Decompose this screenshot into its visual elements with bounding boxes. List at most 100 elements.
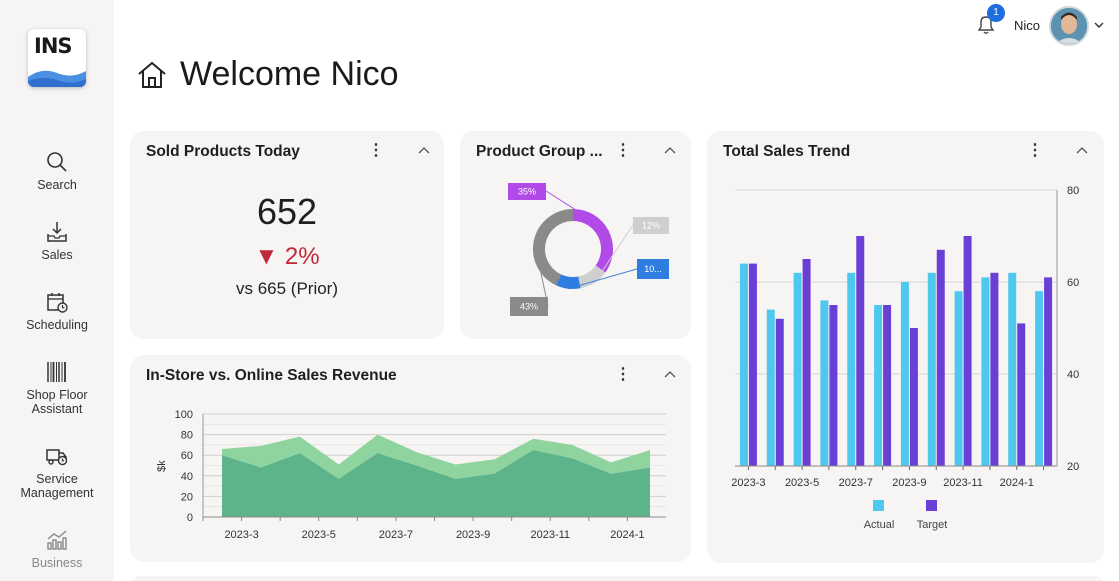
bar-actual[interactable] (847, 272, 856, 466)
page-title: Welcome Nico (180, 55, 399, 93)
bar-target[interactable] (748, 263, 757, 466)
bar-target[interactable] (1017, 323, 1026, 466)
more-options-icon[interactable]: ⋮ (1027, 142, 1043, 159)
home-icon (138, 61, 166, 88)
app-logo[interactable]: INS (28, 29, 86, 87)
bar-target[interactable] (963, 236, 972, 466)
sidebar: INS Search Sales Scheduling (0, 0, 114, 581)
sidebar-item-label: Scheduling (26, 318, 88, 332)
sidebar-item-business[interactable]: Business (0, 528, 114, 570)
y-tick-label: 40 (181, 471, 193, 483)
truck-clock-icon (46, 449, 68, 466)
sidebar-item-label: Shop Floor Assistant (26, 388, 88, 416)
sidebar-item-label: Sales (41, 248, 73, 262)
card-title: Sold Products Today (146, 143, 300, 160)
x-tick-label: 2024-1 (1000, 477, 1034, 489)
total-sales-trend-card: Total Sales Trend ⋮ 20 40 60 80 2023-3 2023-5… (707, 131, 1104, 563)
card-title: In-Store vs. Online Sales Revenue (146, 367, 397, 384)
sidebar-item-sales[interactable]: Sales (0, 220, 114, 262)
bar-target[interactable] (856, 236, 865, 466)
bar-target[interactable] (775, 318, 784, 466)
leader-line (533, 240, 549, 307)
sidebar-item-search[interactable]: Search (0, 150, 114, 192)
more-options-icon[interactable]: ⋮ (368, 142, 384, 159)
sidebar-item-scheduling[interactable]: Scheduling (0, 290, 114, 332)
sidebar-item-label: Business (31, 556, 83, 570)
product-group-card: Product Group ... ⋮ 35% 12% 10... 43% (460, 131, 691, 339)
chevron-up-icon[interactable] (417, 144, 431, 158)
area-series-upper[interactable] (222, 434, 650, 479)
chevron-down-icon[interactable] (1093, 19, 1105, 31)
legend-swatch (926, 500, 937, 511)
donut-slice[interactable] (572, 209, 613, 273)
search-icon (47, 152, 67, 172)
bar-actual[interactable] (900, 282, 909, 466)
bar-target[interactable] (829, 305, 838, 466)
x-tick-label: 2023-9 (892, 477, 926, 489)
x-tick-label: 2023-5 (785, 477, 819, 489)
chevron-up-icon[interactable] (1075, 144, 1089, 158)
sidebar-item-service-management[interactable]: Service Management (0, 444, 114, 500)
x-tick-label: 2023-3 (731, 477, 765, 489)
logo-text: INS (34, 34, 73, 58)
bell-icon[interactable] (975, 14, 997, 36)
bar-actual[interactable] (981, 277, 990, 466)
x-tick-label: 2023-5 (302, 529, 336, 541)
x-tick-label: 2023-3 (224, 529, 258, 541)
sidebar-item-shop-floor-assistant[interactable]: Shop Floor Assistant (0, 360, 114, 416)
avatar[interactable] (1049, 6, 1089, 46)
donut-slice[interactable] (577, 265, 606, 289)
bar-target[interactable] (936, 249, 945, 466)
bar-actual[interactable] (820, 300, 829, 466)
y-tick-label: 80 (181, 430, 193, 442)
notification-badge: 1 (987, 4, 1005, 22)
user-name[interactable]: Nico (1014, 18, 1041, 33)
chevron-up-icon[interactable] (663, 368, 677, 382)
more-options-icon[interactable]: ⋮ (615, 366, 631, 383)
y-axis-label: $k (156, 460, 168, 472)
leader-line (545, 190, 609, 232)
instore-online-card: In-Store vs. Online Sales Revenue ⋮ 0 20 4… (130, 355, 691, 562)
user-photo-icon (1051, 8, 1087, 44)
calendar-clock-icon (47, 293, 68, 313)
bar-actual[interactable] (874, 305, 883, 466)
bar-actual[interactable] (1008, 272, 1017, 466)
download-tray-icon (47, 222, 67, 242)
bar-actual[interactable] (954, 291, 963, 466)
bar-chart-icon (47, 530, 67, 550)
y-tick-label: 20 (181, 491, 193, 503)
x-tick-label: 2024-1 (610, 529, 644, 541)
x-tick-label: 2023-7 (839, 477, 873, 489)
data-label-box (510, 297, 548, 316)
data-label: 10... (644, 264, 662, 274)
y-tick-label: 40 (1067, 369, 1079, 381)
x-tick-label: 2023-9 (456, 529, 490, 541)
kpi-prior: vs 665 (Prior) (235, 279, 339, 298)
legend-label: Actual (864, 519, 895, 531)
y-tick-label: 0 (187, 512, 193, 524)
data-label: 12% (642, 221, 660, 231)
donut-slice[interactable] (533, 209, 574, 286)
bar-actual[interactable] (927, 272, 936, 466)
leader-line (567, 268, 638, 290)
more-options-icon[interactable]: ⋮ (615, 142, 631, 159)
bar-target[interactable] (909, 328, 918, 466)
legend-swatch (873, 500, 884, 511)
donut-chart: 35% 12% 10... 43% (508, 183, 669, 316)
y-tick-label: 20 (1067, 461, 1079, 473)
area-series-lower[interactable] (222, 450, 650, 517)
y-tick-label: 60 (181, 450, 193, 462)
leader-line (594, 224, 634, 284)
bar-actual[interactable] (739, 263, 748, 466)
bar-actual[interactable] (793, 272, 802, 466)
next-card-edge (130, 576, 1104, 581)
bar-target[interactable] (802, 259, 811, 466)
bar-actual[interactable] (766, 309, 775, 466)
bar-target[interactable] (883, 305, 892, 466)
donut-slice[interactable] (555, 274, 581, 289)
bar-target[interactable] (990, 272, 999, 466)
bar-target[interactable] (1044, 277, 1053, 466)
data-label: 35% (518, 187, 536, 197)
bar-actual[interactable] (1035, 291, 1044, 466)
chevron-up-icon[interactable] (663, 144, 677, 158)
